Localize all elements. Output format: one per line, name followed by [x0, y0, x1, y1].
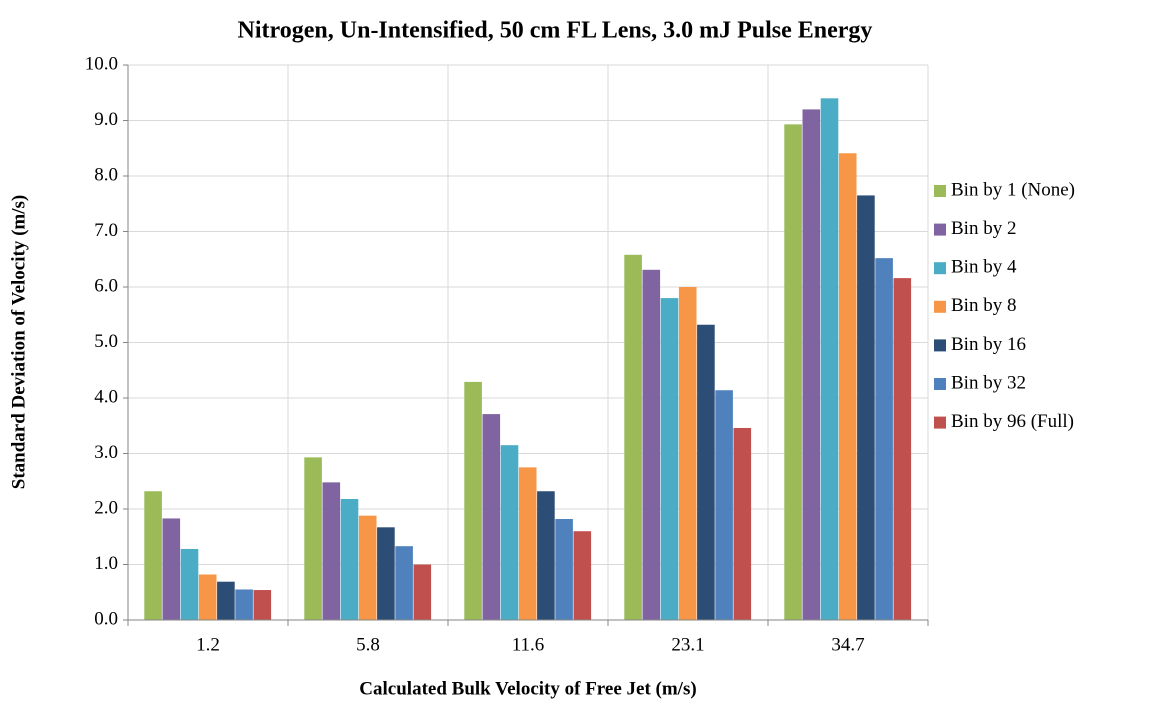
bar [573, 531, 592, 620]
bar [500, 445, 519, 620]
bar [518, 467, 537, 620]
bar [198, 574, 217, 620]
bar [395, 546, 413, 620]
bar [624, 254, 642, 620]
y-tick-label: 2.0 [94, 497, 118, 518]
legend-swatch [934, 223, 946, 236]
y-tick-label: 9.0 [94, 109, 118, 130]
bar [482, 414, 501, 620]
y-tick-label: 0.0 [94, 608, 118, 629]
bar [235, 589, 253, 620]
bar [304, 457, 322, 620]
bar [555, 518, 573, 620]
legend-label: Bin by 1 (None) [951, 179, 1075, 200]
bar [358, 515, 377, 620]
legend-swatch [934, 416, 946, 429]
legend-swatch [934, 378, 946, 390]
y-tick-label: 10.0 [85, 53, 118, 74]
bar [697, 324, 715, 620]
y-tick-label: 6.0 [94, 275, 118, 296]
x-tick-label: 1.2 [196, 634, 220, 655]
bar [875, 258, 893, 620]
legend-swatch [934, 262, 946, 275]
y-tick-label: 4.0 [94, 386, 118, 407]
legend-label: Bin by 4 [951, 257, 1017, 278]
bar [857, 195, 875, 621]
bar [784, 124, 802, 620]
legend-swatch [934, 185, 946, 197]
bar [217, 581, 235, 620]
legend-label: Bin by 2 [951, 218, 1016, 239]
bar [678, 287, 697, 620]
legend-label: Bin by 96 (Full) [951, 411, 1074, 432]
chart-title: Nitrogen, Un-Intensified, 50 cm FL Lens,… [238, 18, 873, 44]
y-tick-label: 5.0 [94, 331, 118, 352]
y-tick-label: 7.0 [94, 220, 118, 241]
bar [377, 527, 395, 620]
bar [464, 381, 482, 620]
bar [180, 548, 199, 620]
legend-label: Bin by 16 [951, 334, 1026, 355]
legend-swatch [934, 300, 946, 313]
bar [253, 590, 272, 620]
bar [715, 390, 733, 620]
bar [340, 499, 359, 620]
bar [537, 491, 555, 620]
x-tick-label: 5.8 [356, 634, 380, 655]
x-tick-label: 11.6 [512, 634, 545, 655]
bar [162, 518, 181, 620]
legend-label: Bin by 32 [951, 372, 1026, 393]
bar [802, 109, 821, 621]
bar [642, 269, 661, 620]
y-tick-label: 8.0 [94, 164, 118, 185]
y-axis-label: Standard Deviation of Velocity (m/s) [8, 195, 29, 490]
x-tick-label: 34.7 [831, 634, 864, 655]
bar [322, 482, 341, 620]
bar [820, 98, 839, 621]
bar [733, 427, 752, 620]
bar [413, 564, 432, 620]
bar [893, 278, 912, 620]
bar [660, 298, 679, 620]
legend-label: Bin by 8 [951, 295, 1016, 316]
bar [838, 153, 857, 620]
x-axis-label: Calculated Bulk Velocity of Free Jet (m/… [359, 678, 696, 699]
y-tick-label: 1.0 [94, 553, 118, 574]
x-tick-label: 23.1 [671, 634, 704, 655]
bar [144, 491, 162, 620]
y-tick-label: 3.0 [94, 442, 118, 463]
legend-swatch [934, 339, 946, 352]
